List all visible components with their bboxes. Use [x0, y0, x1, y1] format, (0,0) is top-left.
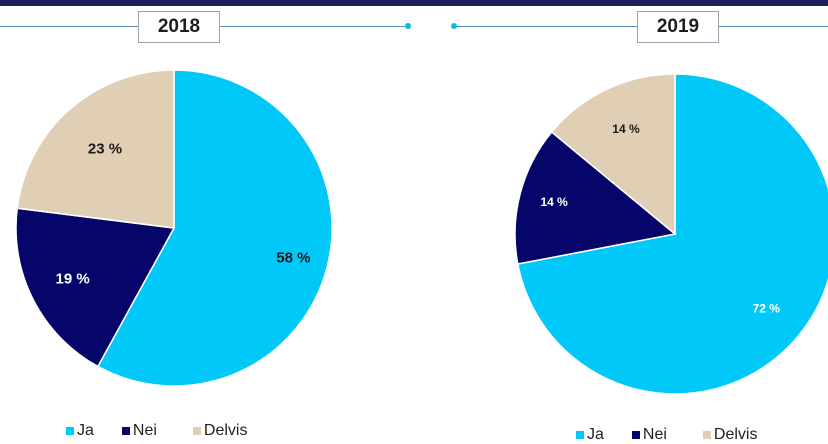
pie-slice-ja	[96, 69, 333, 387]
legend-swatch	[121, 427, 130, 435]
legend-swatch	[702, 431, 711, 439]
pie-slice-delvis	[550, 73, 676, 236]
legend-item-nei: Nei	[121, 422, 157, 440]
legend-item-nei: Nei	[631, 426, 667, 444]
legend-label: Delvis	[203, 422, 248, 439]
pie-slice-nei	[15, 207, 176, 368]
legend-label: Ja	[587, 426, 604, 443]
header-bar	[0, 0, 828, 6]
chart-title-2019: 2019	[637, 11, 719, 43]
legend-2018: Ja Nei Delvis	[66, 422, 247, 440]
legend-label: Nei	[132, 422, 157, 439]
data-label-ja: 72 %	[753, 302, 781, 316]
chart-title-2018: 2018	[138, 11, 220, 43]
divider-dot	[405, 23, 411, 29]
legend-item-ja: Ja	[576, 426, 604, 444]
legend-label: Delvis	[713, 426, 758, 443]
legend-item-delvis: Delvis	[192, 422, 248, 440]
pie-chart-2018: 58 % 19 % 23 %	[15, 69, 333, 387]
pie-slice-delvis	[16, 69, 175, 229]
data-label-delvis: 14 %	[612, 122, 640, 136]
data-label-delvis: 23 %	[88, 141, 122, 158]
legend-swatch	[631, 431, 640, 439]
pie-slice-ja	[516, 73, 828, 395]
legend-label: Nei	[642, 426, 667, 443]
legend-2019: Ja Nei Delvis	[576, 426, 757, 444]
legend-label: Ja	[77, 422, 94, 439]
legend-swatch	[192, 427, 201, 435]
pie-slice-nei	[514, 130, 677, 265]
divider-dot	[451, 23, 457, 29]
data-label-nei: 19 %	[56, 271, 90, 288]
legend-swatch	[576, 431, 584, 439]
legend-item-ja: Ja	[66, 422, 94, 440]
data-label-ja: 58 %	[276, 250, 310, 267]
legend-swatch	[66, 427, 74, 435]
data-label-nei: 14 %	[540, 195, 568, 209]
legend-item-delvis: Delvis	[702, 426, 758, 444]
